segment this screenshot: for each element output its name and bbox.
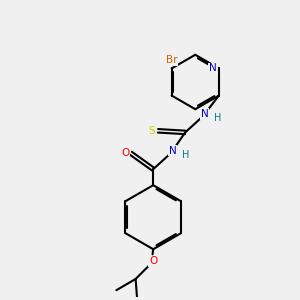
Text: H: H [214, 113, 222, 123]
Text: O: O [149, 256, 157, 266]
Text: N: N [169, 146, 176, 156]
Text: H: H [182, 150, 190, 160]
Text: S: S [148, 126, 155, 136]
Text: O: O [121, 148, 129, 158]
Text: N: N [209, 63, 217, 74]
Text: Br: Br [166, 56, 177, 65]
Text: N: N [200, 109, 208, 119]
